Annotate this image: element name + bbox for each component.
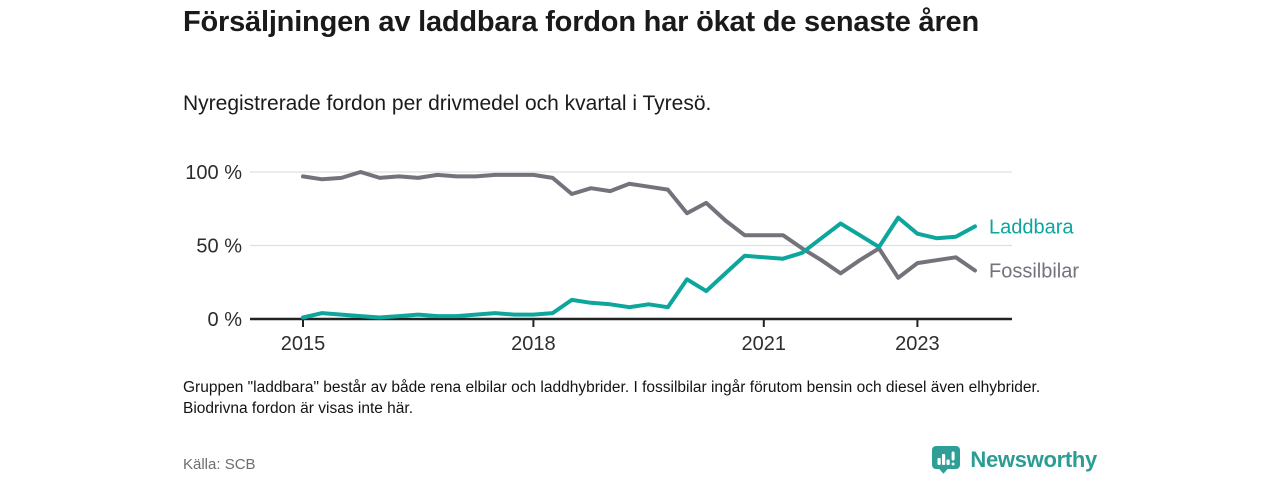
x-tick-label: 2015 xyxy=(281,333,326,355)
page-title: Försäljningen av laddbara fordon har öka… xyxy=(183,6,979,38)
y-tick-label: 0 % xyxy=(208,309,243,331)
series-label-laddbara: Laddbara xyxy=(989,216,1074,238)
chart-subtitle: Nyregistrerade fordon per drivmedel och … xyxy=(183,92,712,115)
x-tick-label: 2021 xyxy=(742,333,787,355)
newsworthy-bubble-chart-icon xyxy=(932,446,961,474)
newsworthy-logo: Newsworthy xyxy=(931,445,1097,475)
y-tick-label: 50 % xyxy=(196,236,242,258)
line-chart: 100 % 50 % 0 % 2015 2018 2021 2023 Fossilbilar L… xyxy=(185,162,1079,355)
chart-line-fossilbilar xyxy=(301,170,977,280)
x-tick-label: 2023 xyxy=(895,333,940,355)
source-text: Källa: SCB xyxy=(183,456,256,473)
y-tick-label: 100 % xyxy=(185,162,242,184)
chart-line-laddbara xyxy=(301,215,977,320)
x-tick-label: 2018 xyxy=(511,333,556,355)
newsworthy-logo-text: Newsworthy xyxy=(970,447,1097,472)
chart-footnote: Gruppen "laddbara" består av både rena e… xyxy=(183,379,1041,417)
series-label-fossilbilar: Fossilbilar xyxy=(989,260,1079,282)
